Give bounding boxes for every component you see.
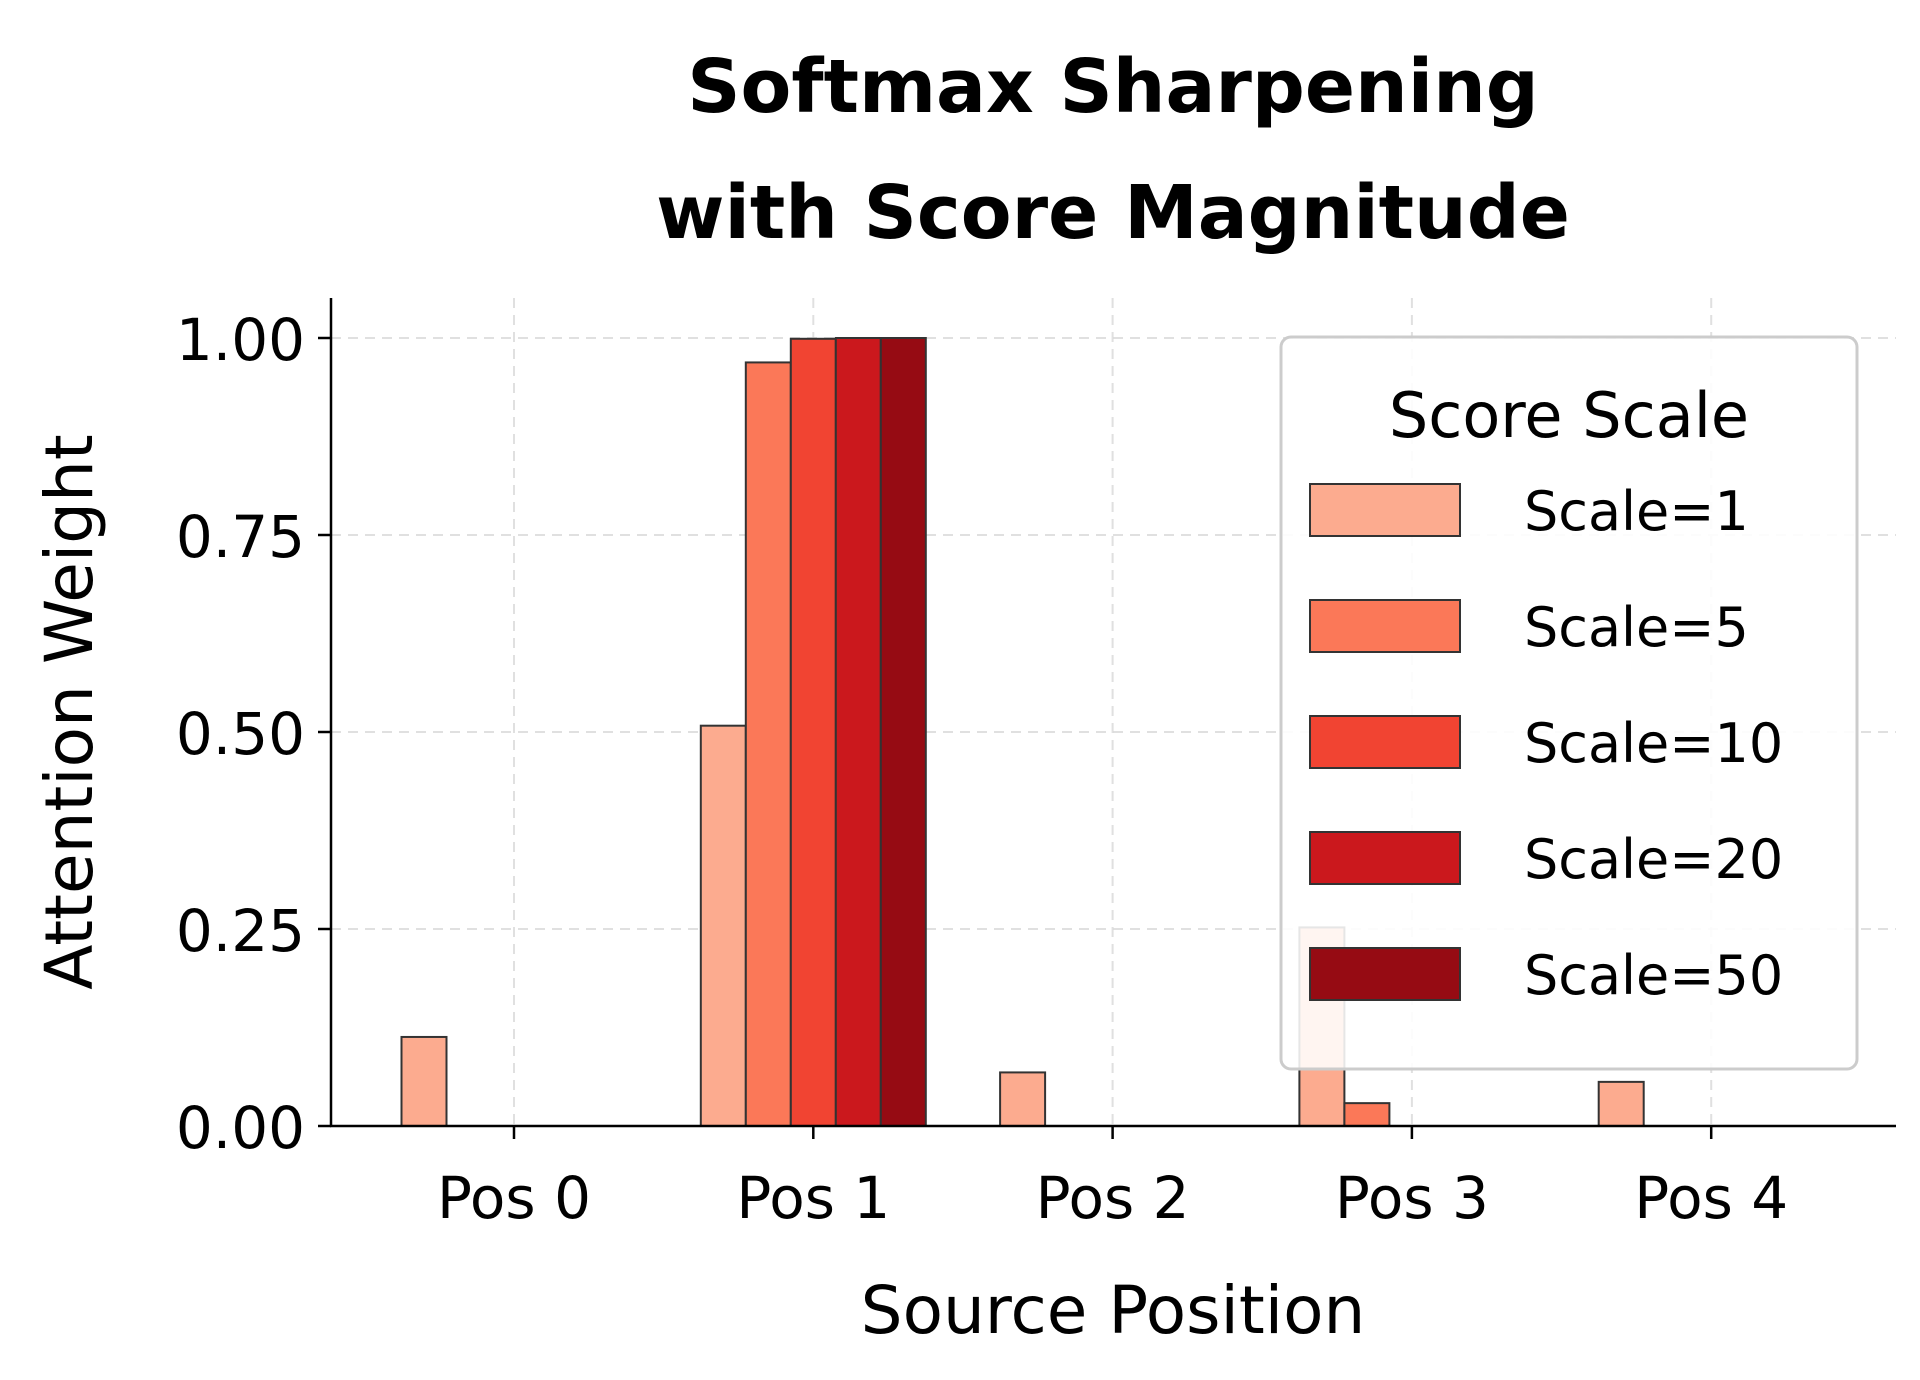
y-tick-label: 0.50 <box>176 700 305 768</box>
x-tick-label: Pos 3 <box>1335 1164 1489 1232</box>
legend-items: Scale=1 Scale=5 Scale=10 Scale=20 Scale=50 <box>1309 480 1783 1007</box>
legend: Score Scale Scale=1Scale=5Scale=10Scale=… <box>1279 335 1859 1071</box>
x-tick-label: Pos 0 <box>437 1164 591 1232</box>
legend-swatch <box>1309 831 1461 885</box>
y-axis-ticks: 0.00 0.25 0.50 0.75 1.00 <box>176 306 331 1162</box>
chart-title-line-2: with Score Magnitude <box>656 170 1570 256</box>
y-axis-label: Attention Weight <box>31 434 108 990</box>
legend-swatch <box>1309 599 1461 653</box>
bar <box>834 337 882 1127</box>
y-tick-label: 0.00 <box>176 1094 305 1162</box>
bar <box>879 337 927 1127</box>
x-tick-label: Pos 4 <box>1634 1164 1788 1232</box>
x-axis-label: Source Position <box>861 1272 1366 1349</box>
bar <box>1597 1080 1645 1127</box>
bar <box>699 724 747 1127</box>
bar <box>789 337 837 1127</box>
y-tick-label: 0.75 <box>176 503 305 571</box>
legend-label: Scale=1 <box>1524 480 1749 543</box>
y-tick-label: 1.00 <box>176 306 305 374</box>
bar <box>1343 1102 1391 1127</box>
y-tick-label: 0.25 <box>176 897 305 965</box>
legend-title: Score Scale <box>1389 379 1749 452</box>
legend-label: Scale=5 <box>1524 596 1749 659</box>
legend-label: Scale=10 <box>1524 712 1783 775</box>
bar <box>744 361 792 1128</box>
legend-swatch <box>1309 947 1461 1001</box>
bar <box>999 1071 1047 1128</box>
legend-label: Scale=20 <box>1524 828 1783 891</box>
x-tick-label: Pos 2 <box>1036 1164 1190 1232</box>
legend-swatch <box>1309 483 1461 537</box>
x-axis-ticks: Pos 0 Pos 1 Pos 2 Pos 3 Pos 4 <box>437 1126 1788 1232</box>
legend-label: Scale=50 <box>1524 944 1783 1007</box>
chart-title-line-1: Softmax Sharpening <box>687 44 1539 130</box>
legend-swatch <box>1309 715 1461 769</box>
bar <box>400 1035 448 1128</box>
x-tick-label: Pos 1 <box>736 1164 890 1232</box>
